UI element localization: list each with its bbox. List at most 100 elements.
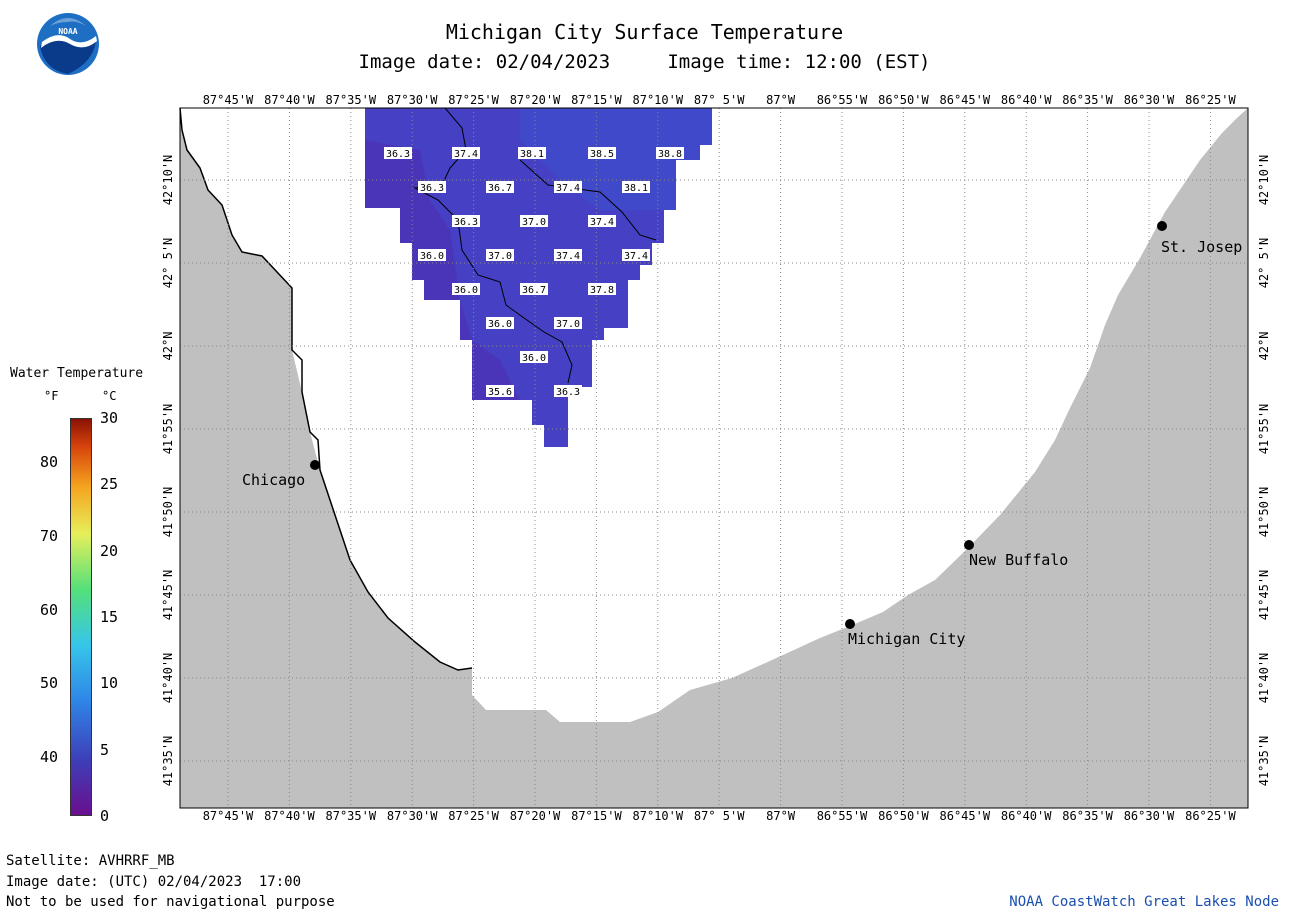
legend-f-tick: 40 [40, 748, 59, 767]
legend-c-header: °C [102, 389, 117, 403]
lat-label: 42°N [1257, 332, 1271, 361]
lon-label: 87°10'W [633, 809, 684, 823]
legend-f-tick: 50 [40, 674, 59, 693]
temperature-label: 37.4 [554, 181, 582, 194]
lon-label: 86°45'W [940, 93, 991, 107]
coastline [179, 107, 473, 671]
lon-label: 87°W [766, 93, 796, 107]
city-dot-icon [310, 460, 320, 470]
lon-label: 87°20'W [510, 809, 561, 823]
svg-text:36.0: 36.0 [420, 251, 444, 262]
lat-label: 41°55'N [161, 404, 175, 455]
svg-text:38.5: 38.5 [590, 149, 614, 160]
legend-f-tick: 80 [40, 453, 59, 472]
axis-labels: 87°45'W 87°45'W 87°40'W 87°40'W 87°35'W 87°35… [161, 93, 1271, 823]
svg-text:37.0: 37.0 [488, 251, 512, 262]
lon-label: 87°20'W [510, 93, 561, 107]
temperature-label: 36.7 [486, 181, 514, 194]
temperature-label: 36.3 [418, 181, 446, 194]
temperature-colorbar [70, 418, 92, 816]
temperature-label: 37.4 [554, 249, 582, 262]
legend-c-tick: 5 [100, 740, 110, 759]
lon-label: 87°15'W [571, 93, 622, 107]
cities: Chicago St. Josep New Buffalo Michigan City [242, 221, 1242, 648]
legend-c-tick: 15 [100, 608, 119, 626]
svg-text:37.4: 37.4 [590, 217, 614, 228]
lat-label: 41°40'N [161, 653, 175, 704]
temperature-label: 38.5 [588, 147, 616, 160]
temperature-label: 37.4 [622, 249, 650, 262]
svg-text:36.3: 36.3 [386, 149, 410, 160]
temperature-label: 37.4 [452, 147, 480, 160]
footer-disclaimer: Not to be used for navigational purpose [6, 894, 335, 910]
legend-c-tick: 30 [100, 409, 119, 427]
lat-label: 41°35'N [161, 736, 175, 787]
lon-label: 87°45'W [203, 809, 254, 823]
lon-label: 87°W [766, 809, 796, 823]
legend-f-tick: 70 [40, 526, 59, 545]
lon-label: 87°10'W [633, 93, 684, 107]
lat-label: 41°50'N [161, 487, 175, 538]
lon-label: 87°40'W [264, 809, 315, 823]
lon-label: 86°30'W [1124, 809, 1175, 823]
lon-label: 86°40'W [1001, 93, 1052, 107]
lon-label: 86°55'W [817, 809, 868, 823]
lat-label: 42°10'N [1257, 155, 1271, 206]
noaa-logo-icon: NOAA [37, 13, 99, 75]
city-dot-icon [845, 619, 855, 629]
lon-label: 86°50'W [878, 93, 929, 107]
footer-node-link[interactable]: NOAA CoastWatch Great Lakes Node [1009, 894, 1279, 910]
lat-label: 41°45'N [161, 570, 175, 621]
legend-f-header: °F [44, 389, 59, 403]
lon-label: 86°35'W [1062, 809, 1113, 823]
lon-label: 87°30'W [387, 809, 438, 823]
legend-c-tick: 20 [100, 541, 119, 560]
temperature-labels: 36.3 37.4 38.1 38.5 38.8 36.3 36.7 37.4 38.1 36.3… [384, 147, 684, 398]
temperature-label: 35.6 [486, 385, 514, 398]
svg-text:37.0: 37.0 [556, 319, 580, 330]
svg-text:36.3: 36.3 [420, 183, 444, 194]
temperature-label: 37.0 [554, 317, 582, 330]
city-marker: Michigan City [845, 619, 965, 648]
lon-label: 87°30'W [387, 93, 438, 107]
temperature-label: 37.4 [588, 215, 616, 228]
city-marker: Chicago [242, 460, 320, 489]
city-dot-icon [1157, 221, 1167, 231]
lon-label: 87°45'W [203, 93, 254, 107]
svg-text:37.4: 37.4 [556, 251, 580, 262]
lat-label: 41°55'N [1257, 404, 1271, 455]
legend-f-tick: 60 [40, 600, 59, 619]
svg-text:36.7: 36.7 [488, 183, 512, 194]
svg-text:37.4: 37.4 [454, 149, 478, 160]
svg-text:37.8: 37.8 [590, 285, 614, 296]
lon-label: 86°30'W [1124, 93, 1175, 107]
land-area [180, 108, 1248, 808]
svg-text:38.1: 38.1 [624, 183, 648, 194]
city-name: St. Josep [1161, 238, 1242, 256]
lat-label: 41°40'N [1257, 653, 1271, 704]
map-frame [179, 107, 1249, 809]
svg-text:36.7: 36.7 [522, 285, 546, 296]
temperature-label: 36.3 [384, 147, 412, 160]
temperature-label: 36.0 [452, 283, 480, 296]
svg-text:36.3: 36.3 [454, 217, 478, 228]
temperature-label: 37.0 [520, 215, 548, 228]
noaa-logo-text: NOAA [58, 27, 77, 36]
lat-label: 42° 5'N [161, 238, 175, 289]
svg-text:36.0: 36.0 [454, 285, 478, 296]
city-marker: New Buffalo [964, 540, 1068, 569]
lon-label: 86°45'W [940, 809, 991, 823]
map-title: Michigan City Surface Temperature [445, 20, 844, 44]
city-name: New Buffalo [969, 551, 1068, 569]
lon-label: 86°40'W [1001, 809, 1052, 823]
legend-c-tick: 25 [100, 475, 119, 494]
lon-label: 86°50'W [878, 809, 929, 823]
legend-c-tick: 10 [100, 674, 119, 693]
legend-c-tick: 0 [100, 807, 110, 825]
temperature-label: 38.1 [622, 181, 650, 194]
svg-text:37.0: 37.0 [522, 217, 546, 228]
lon-label: 87°25'W [448, 93, 499, 107]
lon-label: 87° 5'W [694, 809, 745, 823]
lat-label: 41°45'N [1257, 570, 1271, 621]
temperature-label: 36.0 [486, 317, 514, 330]
